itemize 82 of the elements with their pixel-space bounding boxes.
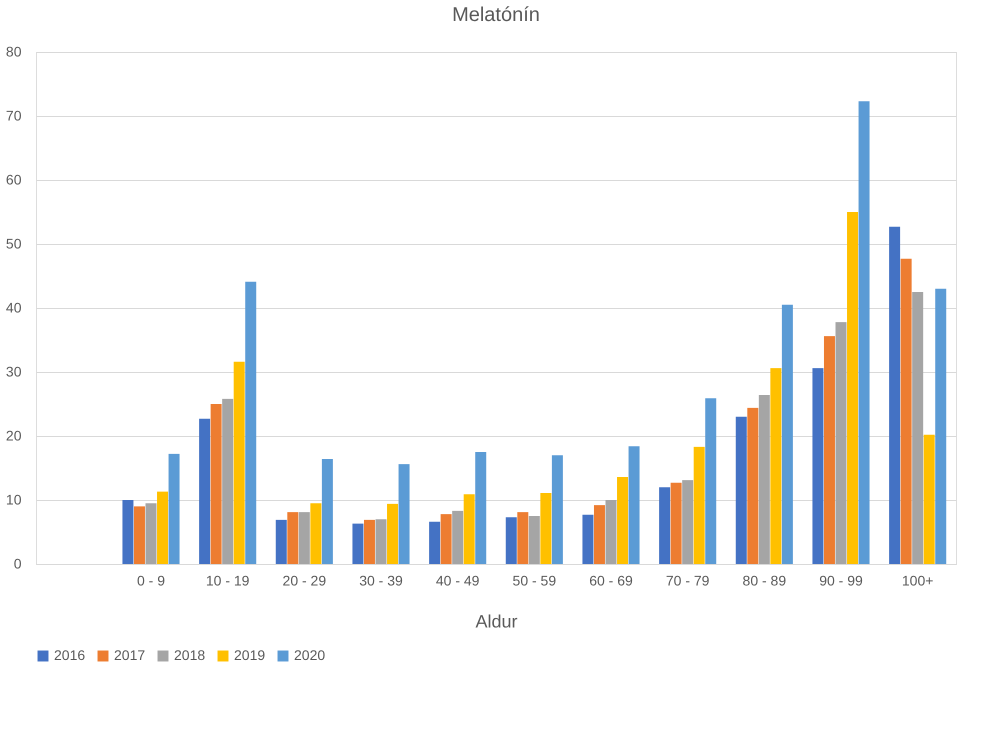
y-tick-label: 20 <box>6 428 22 444</box>
y-tick-label: 60 <box>6 172 22 188</box>
bar <box>736 416 747 564</box>
x-tick-label: 90 - 99 <box>819 572 864 588</box>
bar <box>912 292 924 564</box>
bar <box>157 492 168 564</box>
x-tick-label: 20 - 29 <box>282 572 326 588</box>
bar <box>847 212 858 564</box>
x-tick-label: 70 - 79 <box>666 572 710 588</box>
x-axis-title: Aldur <box>475 612 518 632</box>
bar <box>387 504 398 564</box>
bar <box>146 503 156 564</box>
bar <box>670 482 682 564</box>
bar <box>475 452 486 564</box>
x-tick-label: 100+ <box>902 572 934 588</box>
y-tick-label: 50 <box>6 236 22 252</box>
bar <box>276 520 287 564</box>
bar <box>659 487 670 564</box>
bar <box>900 258 912 564</box>
bar <box>168 454 180 564</box>
legend-label: 2018 <box>174 647 206 663</box>
x-tick-label: 30 - 39 <box>359 572 404 588</box>
bar <box>747 408 758 564</box>
bar <box>122 500 134 564</box>
x-tick-label: 40 - 49 <box>436 572 480 588</box>
bar <box>134 506 145 564</box>
bar <box>517 512 528 564</box>
bar <box>606 500 616 564</box>
x-tick-label: 10 - 19 <box>206 572 250 588</box>
bar <box>222 398 234 564</box>
bar <box>582 514 594 564</box>
chart-title: Melatónín <box>452 4 540 26</box>
bar <box>617 476 628 564</box>
x-tick-label: 60 - 69 <box>589 572 634 588</box>
bar <box>770 368 782 564</box>
bar <box>429 522 440 564</box>
bar <box>924 434 935 564</box>
bar <box>705 398 716 564</box>
bar <box>935 288 946 564</box>
bar <box>452 510 464 564</box>
legend-label: 2016 <box>54 647 86 663</box>
bar <box>199 418 210 564</box>
y-tick-label: 40 <box>6 300 22 316</box>
bar <box>552 455 563 564</box>
y-tick-label: 10 <box>6 492 22 508</box>
bar <box>758 395 770 564</box>
bar <box>694 446 705 564</box>
bar <box>682 480 694 564</box>
bar <box>628 446 640 564</box>
y-tick-label: 80 <box>6 44 22 60</box>
x-tick-label: 0 - 9 <box>136 572 166 588</box>
bar <box>464 494 475 564</box>
bar <box>858 101 870 564</box>
bar <box>782 304 793 564</box>
bar <box>812 368 824 564</box>
x-tick-label: 50 - 59 <box>512 572 556 588</box>
bar <box>210 404 222 564</box>
bar <box>245 282 256 564</box>
y-tick-label: 30 <box>6 364 22 380</box>
bar <box>506 517 517 564</box>
legend-label: 2020 <box>294 647 326 663</box>
bar <box>824 336 835 564</box>
bar <box>440 514 452 564</box>
bar <box>398 464 410 564</box>
bar <box>540 492 552 564</box>
bar <box>234 362 245 564</box>
bar <box>310 503 322 564</box>
bar <box>836 322 846 564</box>
x-tick-label: 80 - 89 <box>742 572 786 588</box>
bar <box>352 524 364 564</box>
legend-label: 2019 <box>234 647 266 663</box>
y-tick-label: 70 <box>6 108 22 124</box>
bar <box>322 459 333 564</box>
bar <box>889 226 900 564</box>
bar <box>364 520 375 564</box>
bar <box>298 512 310 564</box>
bar <box>594 505 605 564</box>
bar <box>287 512 298 564</box>
y-tick-label: 0 <box>14 556 22 572</box>
bar <box>528 516 540 564</box>
bar <box>376 519 386 564</box>
legend-label: 2017 <box>114 647 146 663</box>
